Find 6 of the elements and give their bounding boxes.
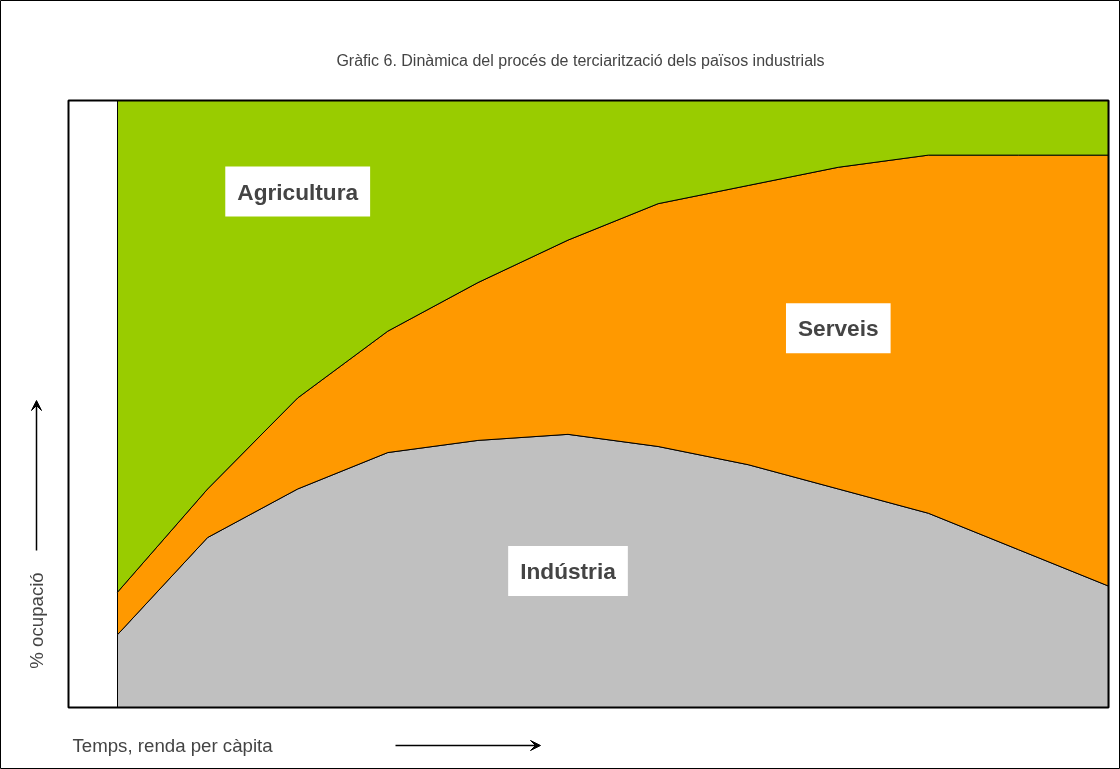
series-label: Agricultura	[237, 178, 359, 205]
series-label: Serveis	[797, 315, 879, 342]
series-label: Indústria	[520, 557, 617, 584]
x-axis-title: Temps, renda per càpita	[72, 735, 274, 756]
chart-title: Gràfic 6. Dinàmica del procés de terciarització dels països industrials	[336, 52, 825, 69]
y-axis-title: % ocupació	[26, 572, 47, 669]
